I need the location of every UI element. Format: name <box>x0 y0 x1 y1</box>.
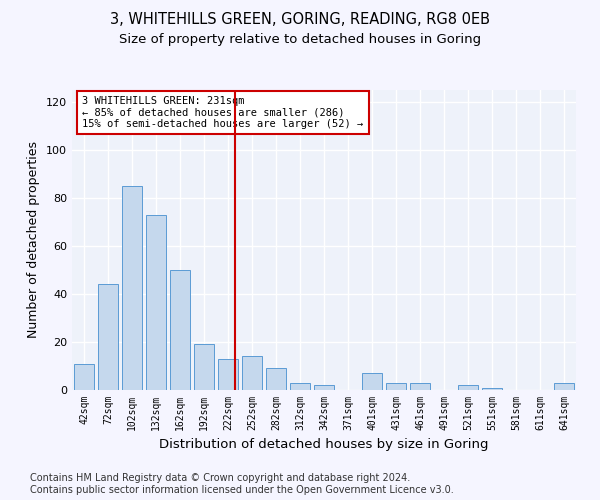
Bar <box>194 344 214 390</box>
Bar <box>170 270 190 390</box>
Text: Size of property relative to detached houses in Goring: Size of property relative to detached ho… <box>119 32 481 46</box>
Bar <box>386 383 406 390</box>
Bar <box>482 388 502 390</box>
Bar <box>314 385 334 390</box>
Bar <box>458 385 478 390</box>
Bar <box>122 186 142 390</box>
Bar <box>362 373 382 390</box>
Bar <box>554 383 574 390</box>
Text: Contains HM Land Registry data © Crown copyright and database right 2024.
Contai: Contains HM Land Registry data © Crown c… <box>30 474 454 495</box>
X-axis label: Distribution of detached houses by size in Goring: Distribution of detached houses by size … <box>159 438 489 452</box>
Bar <box>98 284 118 390</box>
Bar <box>410 383 430 390</box>
Text: 3, WHITEHILLS GREEN, GORING, READING, RG8 0EB: 3, WHITEHILLS GREEN, GORING, READING, RG… <box>110 12 490 28</box>
Bar <box>146 215 166 390</box>
Bar <box>74 364 94 390</box>
Y-axis label: Number of detached properties: Number of detached properties <box>28 142 40 338</box>
Bar <box>290 383 310 390</box>
Text: 3 WHITEHILLS GREEN: 231sqm
← 85% of detached houses are smaller (286)
15% of sem: 3 WHITEHILLS GREEN: 231sqm ← 85% of deta… <box>82 96 364 129</box>
Bar <box>266 368 286 390</box>
Bar <box>242 356 262 390</box>
Bar <box>218 359 238 390</box>
